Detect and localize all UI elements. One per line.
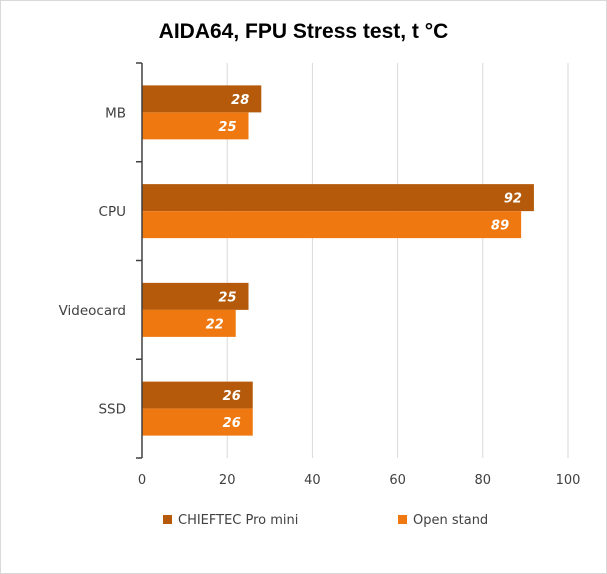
data-label: 92	[504, 192, 522, 207]
x-tick-label: 100	[556, 473, 581, 488]
category-label: MB	[105, 105, 126, 121]
bar-open-stand	[142, 112, 249, 140]
data-label: 25	[218, 120, 236, 135]
bar-chieftec-pro-mini	[142, 184, 534, 212]
x-tick-label: 20	[219, 473, 236, 488]
x-tick-label: 40	[304, 473, 321, 488]
data-label: 89	[491, 219, 509, 234]
bar-chieftec-pro-mini	[142, 85, 262, 113]
category-label: CPU	[99, 204, 126, 220]
x-tick-label: 60	[389, 473, 406, 488]
category-label: SSD	[98, 402, 126, 418]
bar-open-stand	[142, 408, 253, 436]
data-label: 25	[218, 290, 236, 305]
legend-label: CHIEFTEC Pro mini	[178, 513, 298, 528]
bar-open-stand	[142, 211, 522, 239]
category-label: Videocard	[59, 303, 126, 319]
data-label: 26	[223, 416, 241, 431]
legend-label: Open stand	[413, 513, 488, 528]
legend-swatch	[163, 515, 172, 524]
chart-title: AIDA64, FPU Stress test, t °C	[158, 20, 449, 43]
data-label: 28	[231, 93, 249, 108]
bar-chieftec-pro-mini	[142, 282, 249, 310]
legend-swatch	[398, 515, 407, 524]
bar-chieftec-pro-mini	[142, 381, 253, 409]
bar-open-stand	[142, 309, 236, 337]
x-tick-label: 0	[138, 473, 146, 488]
data-label: 26	[223, 389, 241, 404]
x-tick-label: 80	[475, 473, 492, 488]
data-label: 22	[206, 317, 224, 332]
